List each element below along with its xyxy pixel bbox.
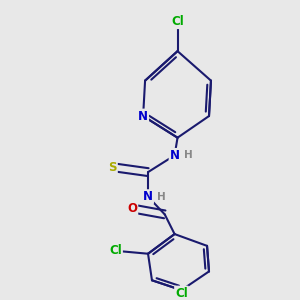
Text: Cl: Cl (171, 15, 184, 28)
Text: Cl: Cl (175, 286, 188, 300)
Text: N: N (169, 149, 180, 162)
Text: H: H (158, 192, 166, 202)
Text: S: S (108, 161, 117, 174)
Text: N: N (143, 190, 153, 203)
Text: N: N (138, 110, 148, 122)
Text: O: O (127, 202, 137, 215)
Text: H: H (184, 150, 193, 161)
Text: Cl: Cl (109, 244, 122, 257)
